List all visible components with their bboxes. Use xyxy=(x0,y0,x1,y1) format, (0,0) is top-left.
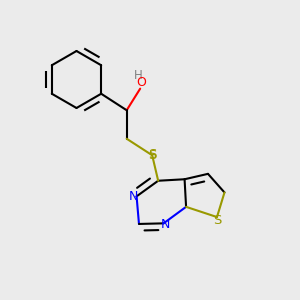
Text: N: N xyxy=(160,218,170,231)
Text: S: S xyxy=(148,149,156,162)
Text: O: O xyxy=(136,76,146,88)
Text: H: H xyxy=(134,69,143,82)
Text: N: N xyxy=(128,190,138,203)
Text: S: S xyxy=(213,214,221,227)
Text: S: S xyxy=(148,148,157,160)
